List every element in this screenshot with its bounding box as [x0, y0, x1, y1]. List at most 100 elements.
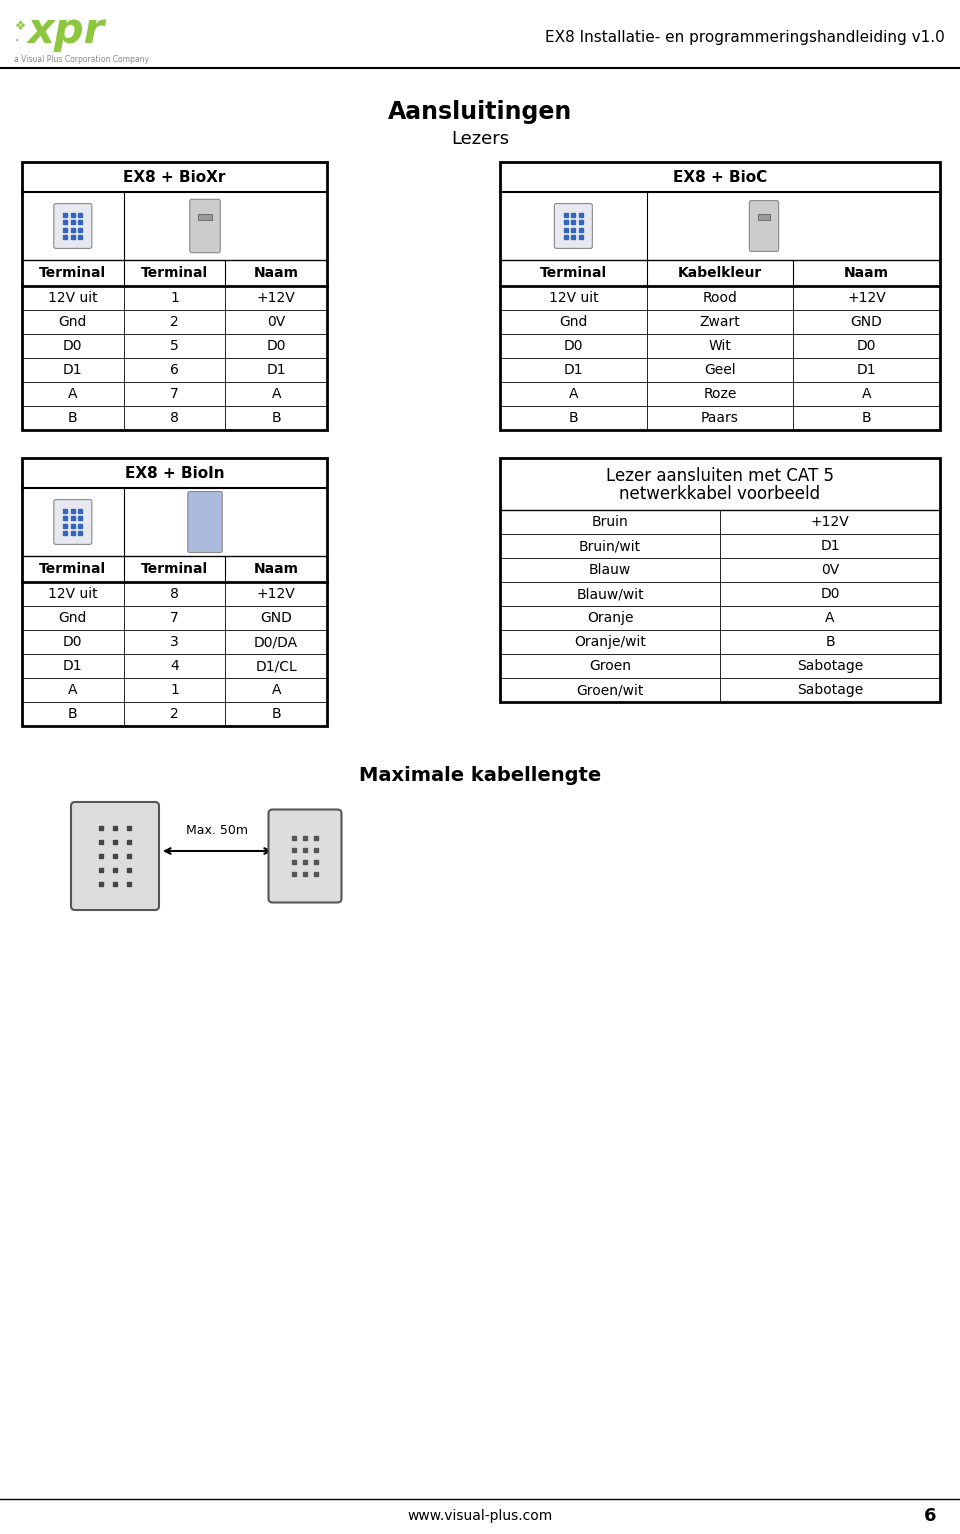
Text: Max. 50m: Max. 50m [186, 824, 249, 838]
Text: Zwart: Zwart [700, 314, 740, 328]
Text: +12V: +12V [256, 291, 296, 305]
Text: 0V: 0V [821, 563, 839, 577]
FancyBboxPatch shape [71, 802, 159, 910]
Text: 6: 6 [170, 364, 179, 377]
Text: A: A [826, 611, 835, 624]
Text: A: A [568, 387, 578, 400]
Text: D1: D1 [266, 364, 286, 377]
Text: 8: 8 [170, 411, 179, 425]
Text: Bruin: Bruin [591, 515, 629, 529]
Text: B: B [862, 411, 872, 425]
Text: Naam: Naam [253, 561, 299, 575]
Text: D0: D0 [63, 339, 83, 353]
FancyBboxPatch shape [188, 491, 222, 552]
Text: Terminal: Terminal [141, 265, 208, 281]
Text: Gnd: Gnd [59, 611, 87, 624]
Text: 7: 7 [170, 611, 179, 624]
Text: D0: D0 [564, 339, 583, 353]
Text: 6: 6 [924, 1506, 936, 1525]
Text: Oranje: Oranje [587, 611, 634, 624]
Text: Terminal: Terminal [540, 265, 607, 281]
Text: B: B [68, 707, 78, 721]
Bar [500, 163, 940, 430]
Text: B: B [568, 411, 578, 425]
Text: A: A [272, 387, 281, 400]
Text: D1: D1 [857, 364, 876, 377]
Text: ·: · [15, 34, 19, 48]
Text: Groen: Groen [589, 660, 631, 673]
Text: ❖: ❖ [15, 20, 26, 34]
Text: Sabotage: Sabotage [797, 683, 863, 696]
Text: Sabotage: Sabotage [797, 660, 863, 673]
Text: Gnd: Gnd [559, 314, 588, 328]
Text: Paars: Paars [701, 411, 739, 425]
Text: Blauw/wit: Blauw/wit [576, 588, 644, 601]
Text: 12V uit: 12V uit [48, 588, 98, 601]
Bar [22, 459, 327, 726]
Text: A: A [272, 683, 281, 696]
Text: GND: GND [260, 611, 292, 624]
Text: xpr: xpr [28, 11, 106, 52]
FancyBboxPatch shape [54, 500, 92, 545]
Text: Lezers: Lezers [451, 130, 509, 147]
Text: +12V: +12V [848, 291, 886, 305]
Text: D1: D1 [63, 364, 83, 377]
Text: D0: D0 [857, 339, 876, 353]
Text: Terminal: Terminal [39, 561, 107, 575]
Text: Kabelkleur: Kabelkleur [678, 265, 762, 281]
Text: B: B [826, 635, 835, 649]
Text: D1: D1 [820, 538, 840, 552]
Text: Geel: Geel [705, 364, 735, 377]
FancyBboxPatch shape [54, 204, 92, 249]
Text: GND: GND [851, 314, 882, 328]
Text: 2: 2 [170, 314, 179, 328]
Text: Bruin/wit: Bruin/wit [579, 538, 641, 552]
Text: B: B [68, 411, 78, 425]
Text: Lezer aansluiten met CAT 5: Lezer aansluiten met CAT 5 [606, 466, 834, 485]
Bar [500, 459, 940, 703]
Text: Roze: Roze [704, 387, 736, 400]
Text: Naam: Naam [253, 265, 299, 281]
FancyBboxPatch shape [750, 201, 779, 252]
Text: 1: 1 [170, 291, 179, 305]
Text: 2: 2 [170, 707, 179, 721]
Text: www.visual-plus.com: www.visual-plus.com [407, 1509, 553, 1523]
Bar [22, 163, 327, 430]
Text: 12V uit: 12V uit [548, 291, 598, 305]
Text: Terminal: Terminal [39, 265, 107, 281]
FancyBboxPatch shape [190, 199, 220, 253]
FancyBboxPatch shape [554, 204, 592, 249]
Text: 5: 5 [170, 339, 179, 353]
Text: D1: D1 [564, 364, 583, 377]
Text: D0: D0 [63, 635, 83, 649]
Text: 3: 3 [170, 635, 179, 649]
Text: EX8 + BioIn: EX8 + BioIn [125, 465, 225, 480]
Text: D1: D1 [63, 660, 83, 673]
Text: Terminal: Terminal [141, 561, 208, 575]
FancyBboxPatch shape [269, 810, 342, 902]
Text: B: B [272, 411, 281, 425]
Text: 12V uit: 12V uit [48, 291, 98, 305]
Text: D0: D0 [820, 588, 840, 601]
Text: 8: 8 [170, 588, 179, 601]
Text: D0/DA: D0/DA [254, 635, 299, 649]
Text: 0V: 0V [267, 314, 285, 328]
Text: D1/CL: D1/CL [255, 660, 297, 673]
Text: D0: D0 [267, 339, 286, 353]
Text: A: A [68, 387, 78, 400]
Text: a Visual Plus Corporation Company: a Visual Plus Corporation Company [14, 55, 149, 64]
Text: 1: 1 [170, 683, 179, 696]
Text: A: A [862, 387, 872, 400]
Text: EX8 Installatie- en programmeringshandleiding v1.0: EX8 Installatie- en programmeringshandle… [545, 31, 945, 44]
Text: +12V: +12V [810, 515, 850, 529]
Text: netwerkkabel voorbeeld: netwerkkabel voorbeeld [619, 485, 821, 503]
Text: Naam: Naam [844, 265, 889, 281]
Bar [757, 215, 770, 221]
Bar [199, 213, 211, 219]
Text: EX8 + BioC: EX8 + BioC [673, 169, 767, 184]
Text: Gnd: Gnd [59, 314, 87, 328]
Text: Wit: Wit [708, 339, 732, 353]
Text: Groen/wit: Groen/wit [576, 683, 644, 696]
Text: Maximale kabellengte: Maximale kabellengte [359, 765, 601, 785]
Text: Oranje/wit: Oranje/wit [574, 635, 646, 649]
